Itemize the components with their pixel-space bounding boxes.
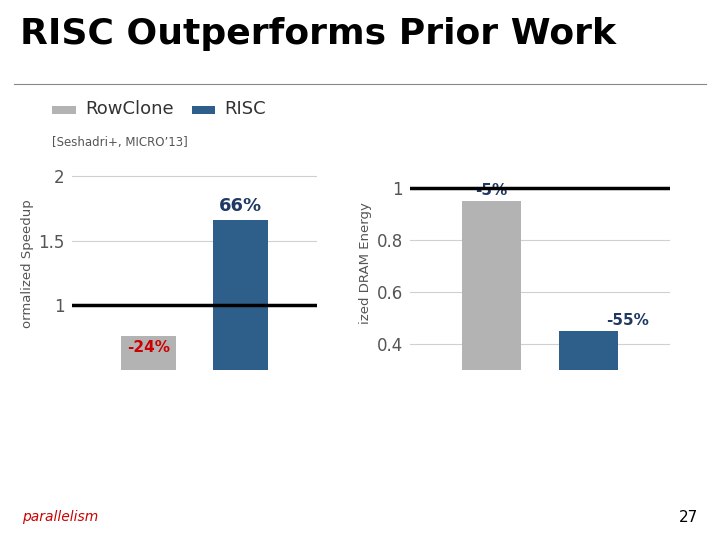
Y-axis label: ormalized Speedup: ormalized Speedup xyxy=(21,199,34,328)
Text: [Seshadri+, MICRO’13]: [Seshadri+, MICRO’13] xyxy=(53,136,188,149)
Bar xyxy=(192,106,215,114)
Bar xyxy=(121,336,176,370)
Bar xyxy=(53,106,76,114)
Y-axis label: ized DRAM Energy: ized DRAM Energy xyxy=(359,202,372,324)
Text: -5%: -5% xyxy=(475,183,508,198)
Text: -55%: -55% xyxy=(606,313,649,328)
Bar xyxy=(462,201,521,370)
Bar xyxy=(559,331,618,370)
Text: RowClone: RowClone xyxy=(85,100,174,118)
Text: -24%: -24% xyxy=(127,340,170,355)
Text: 27: 27 xyxy=(679,510,698,524)
Text: Rapid Inter-Subarray Copying (RISC) using LISA
improves system performance: Rapid Inter-Subarray Copying (RISC) usin… xyxy=(119,410,601,455)
Bar xyxy=(213,220,268,370)
Text: RISC: RISC xyxy=(225,100,266,118)
Text: 66%: 66% xyxy=(219,197,262,215)
Text: RISC Outperforms Prior Work: RISC Outperforms Prior Work xyxy=(20,17,616,51)
Text: parallelism: parallelism xyxy=(22,510,98,524)
